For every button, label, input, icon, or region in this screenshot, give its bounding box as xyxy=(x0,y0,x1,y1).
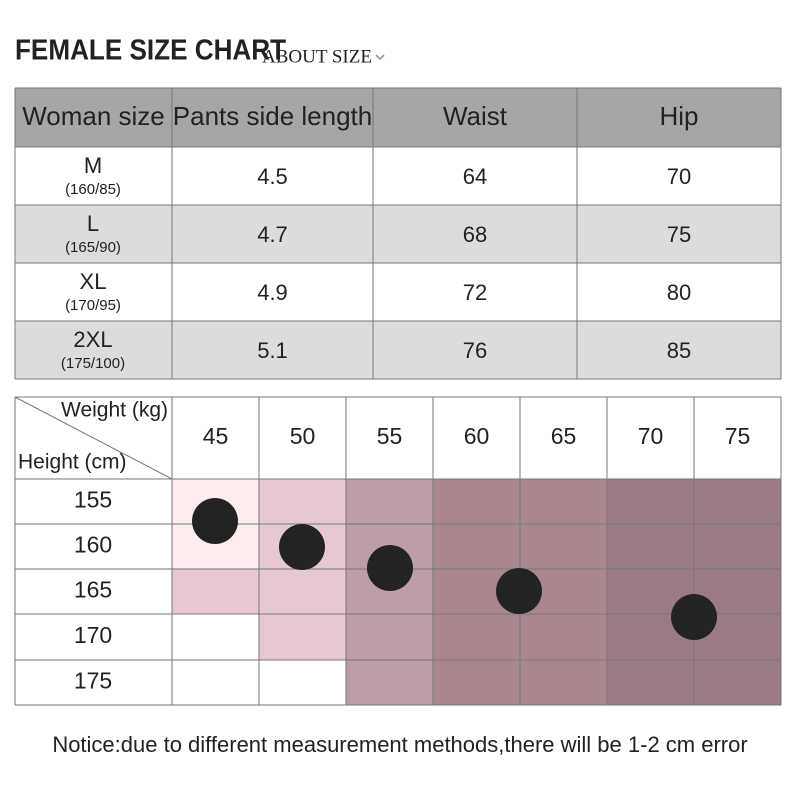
weight-label: Weight (kg) xyxy=(61,399,168,422)
column-header: Woman size xyxy=(22,101,165,131)
fit-cell xyxy=(259,479,346,524)
fit-cell xyxy=(172,614,259,660)
size-table: Woman size Pants side length Waist Hip M (160… xyxy=(14,87,782,380)
weight: 55 xyxy=(377,423,403,449)
size-range: (170/95) xyxy=(65,297,121,314)
height: 175 xyxy=(74,668,112,694)
weight: 60 xyxy=(464,423,490,449)
fit-cell xyxy=(172,569,259,614)
fit-cell xyxy=(259,569,346,614)
height-label: Height (cm) xyxy=(18,451,127,474)
title: FEMALE SIZE CHART xyxy=(15,33,286,66)
size-value: 64 xyxy=(463,164,487,189)
badge-label: M xyxy=(293,534,311,559)
size-value: 4.7 xyxy=(257,222,288,247)
size-badge xyxy=(496,568,542,614)
fit-cell xyxy=(346,479,433,524)
height: 170 xyxy=(74,622,112,648)
header-bg xyxy=(15,88,781,147)
height: 155 xyxy=(74,487,112,513)
size-name: M xyxy=(84,153,102,178)
badge-label: XL xyxy=(506,578,533,603)
corner-diagonal xyxy=(14,396,173,480)
column-header: Waist xyxy=(443,101,508,131)
fit-cell xyxy=(520,479,607,524)
fit-cell xyxy=(433,479,520,524)
fit-cell xyxy=(520,614,607,660)
subtitle: ABOUT SIZE xyxy=(262,46,372,67)
size-badge xyxy=(367,545,413,591)
size-value: 72 xyxy=(463,280,487,305)
fit-cell xyxy=(433,660,520,705)
badge-label: 2XL xyxy=(674,604,713,629)
size-name: L xyxy=(87,211,99,236)
size-badge xyxy=(192,498,238,544)
size-value: 70 xyxy=(667,164,691,189)
height: 160 xyxy=(74,532,112,558)
fit-cell xyxy=(433,524,520,569)
fit-cell xyxy=(259,660,346,705)
row-bg xyxy=(15,205,781,263)
fit-cell xyxy=(694,479,781,524)
fit-cell xyxy=(607,479,694,524)
fit-table: Weight (kg) Height (cm) 45 50 55 60 65 70 75 155 1… xyxy=(14,396,782,706)
fit-cell xyxy=(259,614,346,660)
size-value: 4.5 xyxy=(257,164,288,189)
size-range: (160/85) xyxy=(65,181,121,198)
fit-cell xyxy=(607,660,694,705)
size-range: (175/100) xyxy=(61,355,125,372)
fit-cell xyxy=(520,524,607,569)
column-header: Pants side length xyxy=(173,101,372,131)
weight: 65 xyxy=(551,423,577,449)
badge-label: S xyxy=(208,508,223,533)
size-value: 85 xyxy=(667,338,691,363)
size-name: 2XL xyxy=(73,327,112,352)
fit-cell xyxy=(172,660,259,705)
size-value: 5.1 xyxy=(257,338,288,363)
badge-label: L xyxy=(384,555,396,580)
size-value: 75 xyxy=(667,222,691,247)
weight: 50 xyxy=(290,423,316,449)
size-value: 80 xyxy=(667,280,691,305)
fit-cell xyxy=(346,660,433,705)
size-badge xyxy=(671,594,717,640)
fit-cell xyxy=(694,660,781,705)
height: 165 xyxy=(74,577,112,603)
weight: 45 xyxy=(203,423,229,449)
size-value: 76 xyxy=(463,338,487,363)
fit-cell xyxy=(433,614,520,660)
chevron xyxy=(375,54,385,61)
weight: 70 xyxy=(638,423,664,449)
column-header: Hip xyxy=(659,101,698,131)
fit-cell xyxy=(694,524,781,569)
size-value: 68 xyxy=(463,222,487,247)
size-badge xyxy=(279,524,325,570)
fit-cell xyxy=(346,614,433,660)
size-range: (165/90) xyxy=(65,239,121,256)
fit-cell xyxy=(607,524,694,569)
notice: Notice:due to different measurement meth… xyxy=(52,732,747,757)
weight: 75 xyxy=(725,423,751,449)
row-bg xyxy=(15,321,781,379)
size-name: XL xyxy=(80,269,107,294)
size-value: 4.9 xyxy=(257,280,288,305)
fit-cell xyxy=(520,660,607,705)
